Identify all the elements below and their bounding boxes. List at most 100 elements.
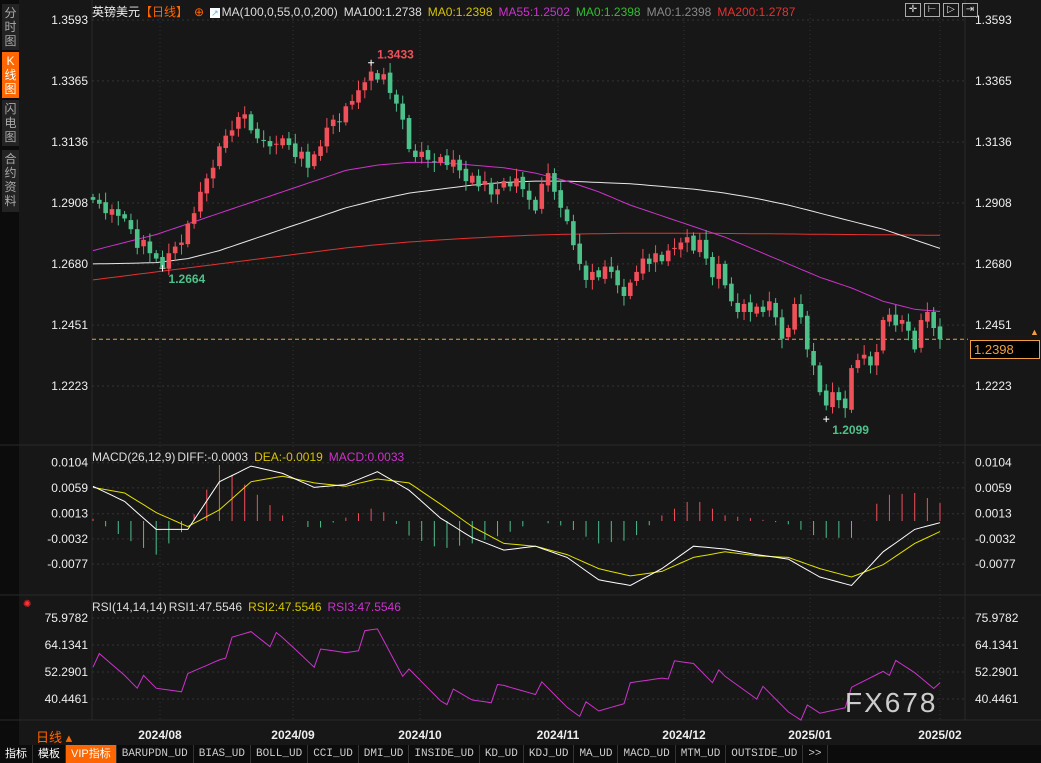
candle-body (754, 306, 759, 314)
price-tick-right: 1.3136 (975, 135, 1012, 149)
extreme-price-label: 1.2664 (169, 272, 206, 286)
candle-body (552, 173, 557, 192)
symbol-name: 英镑美元 (92, 5, 141, 19)
rsi-tick-left: 75.9782 (45, 611, 89, 625)
tab-mtm[interactable]: MTM_UD (676, 745, 727, 763)
tab-ma[interactable]: MA_UD (574, 745, 619, 763)
candle-body (811, 351, 816, 366)
candle-body (286, 138, 292, 146)
candle-body (697, 239, 703, 253)
candle-body (482, 181, 488, 185)
chart-canvas[interactable]: 2024/08 2024/09 2024/10 2024/11 2024/12 2025/… (0, 0, 1041, 745)
x-tick-label: 2025/01 (788, 728, 832, 742)
sidebar: 分时图 K线图 闪电图 合约资料 (0, 0, 19, 745)
indicator-icon[interactable]: ↗ (210, 8, 220, 18)
candle-body (179, 242, 184, 245)
candle-body (318, 146, 323, 156)
candle-body (198, 191, 203, 212)
candle-body (861, 354, 867, 359)
tab-flash-chart[interactable]: 闪电图 (2, 100, 19, 146)
macd-dea: DEA:-0.0019 (254, 450, 323, 464)
tab-cci[interactable]: CCI_UD (308, 745, 359, 763)
candle-body (153, 253, 159, 259)
macd-tick-right: -0.0077 (975, 557, 1016, 571)
crosshair-tool-icon[interactable]: ✛ (905, 3, 921, 17)
candle-body (792, 303, 797, 330)
tab-vip-indicators[interactable]: VIP指标 (66, 745, 117, 763)
zoom-range-icon[interactable]: ⊢ (924, 3, 940, 17)
candle-body (741, 303, 747, 312)
candle-body (918, 320, 924, 348)
goto-end-icon[interactable]: ⇥ (962, 3, 978, 17)
candle-body (362, 82, 368, 91)
candle-body (596, 270, 601, 278)
price-arrow-icon: ▲ (1030, 327, 1039, 337)
candle-body (356, 90, 361, 103)
tab-time-sharing[interactable]: 分时图 (2, 4, 19, 50)
crosshair-icon[interactable]: ⊕ (194, 5, 205, 19)
rsi1-value: RSI1:47.5546 (168, 600, 243, 614)
price-tick-right: 1.2451 (975, 318, 1012, 332)
candle-body (767, 301, 772, 311)
candle-body (450, 159, 456, 167)
tab-bias[interactable]: BIAS_UD (194, 745, 251, 763)
candle-body (684, 237, 690, 243)
watermark-logo: FX678 (845, 687, 938, 718)
macd-tick-right: -0.0032 (975, 532, 1016, 546)
candle-body (615, 270, 620, 286)
rsi2-value: RSI2:47.5546 (248, 600, 322, 614)
ma200-line (92, 232, 940, 281)
tab-dmi[interactable]: DMI_UD (359, 745, 410, 763)
main-chart-header: 英镑美元【日线】 ⊕ ↗ MA(100,0,55,0,0,200) MA100:1.27… (92, 3, 801, 20)
candle-body (299, 151, 304, 159)
candle-body (830, 392, 835, 408)
candle-body (590, 271, 595, 280)
candle-body (495, 189, 500, 195)
candle-body (842, 398, 848, 409)
macd-diff: DIFF:-0.0003 (177, 450, 249, 464)
candle-body (305, 151, 311, 168)
tab-inside[interactable]: INSIDE_UD (409, 745, 480, 763)
candle-body (400, 103, 406, 120)
candle-body (691, 235, 696, 251)
tab-contract-info[interactable]: 合约资料 (2, 150, 19, 212)
extreme-marker (823, 416, 830, 423)
candle-body (672, 247, 677, 249)
rsi-tick-left: 64.1341 (45, 638, 89, 652)
macd-tick-right: 0.0013 (975, 507, 1012, 521)
candle-body (387, 72, 393, 93)
indicator-settings-icon[interactable]: ✺ (23, 599, 32, 610)
candle-body (602, 266, 608, 279)
tab-boll[interactable]: BOLL_UD (251, 745, 309, 763)
candle-body (533, 199, 538, 211)
candle-body (729, 283, 734, 302)
candle-body (773, 302, 778, 318)
candle-body (760, 306, 766, 312)
macd-header: MACD(26,12,9) DIFF:-0.0003 DEA:-0.0019 MACD… (92, 450, 410, 464)
tab-outside[interactable]: OUTSIDE_UD (726, 745, 804, 763)
tab-templates[interactable]: 模板 (33, 745, 66, 763)
candle-body (210, 167, 216, 179)
macd-tick-left: 0.0013 (51, 507, 88, 521)
rsi-tick-right: 75.9782 (975, 611, 1019, 625)
ma0-value-gray: MA0:1.2398 (646, 5, 712, 19)
price-tick-left: 1.2680 (51, 257, 88, 271)
candle-body (394, 94, 399, 104)
tab-kline[interactable]: K线图 (2, 52, 19, 98)
extreme-price-label: 1.3433 (377, 48, 414, 62)
more-tabs-button[interactable]: >> (803, 745, 828, 763)
tab-macd[interactable]: MACD_UD (618, 745, 676, 763)
period-selector[interactable]: 日线 ▴ (36, 730, 73, 745)
tab-kdj[interactable]: KDJ_UD (524, 745, 575, 763)
candle-body (134, 229, 140, 248)
tab-kd[interactable]: KD_UD (480, 745, 524, 763)
price-tick-left: 1.2451 (51, 318, 88, 332)
tab-indicators[interactable]: 指标 (0, 745, 33, 763)
candle-body (640, 258, 646, 274)
candle-body (469, 175, 475, 183)
tab-barupdn[interactable]: BARUPDN_UD (117, 745, 194, 763)
macd-tick-right: 0.0059 (975, 481, 1012, 495)
candle-body (109, 209, 115, 215)
step-forward-icon[interactable]: ▷ (943, 3, 959, 17)
candle-body (577, 243, 583, 264)
